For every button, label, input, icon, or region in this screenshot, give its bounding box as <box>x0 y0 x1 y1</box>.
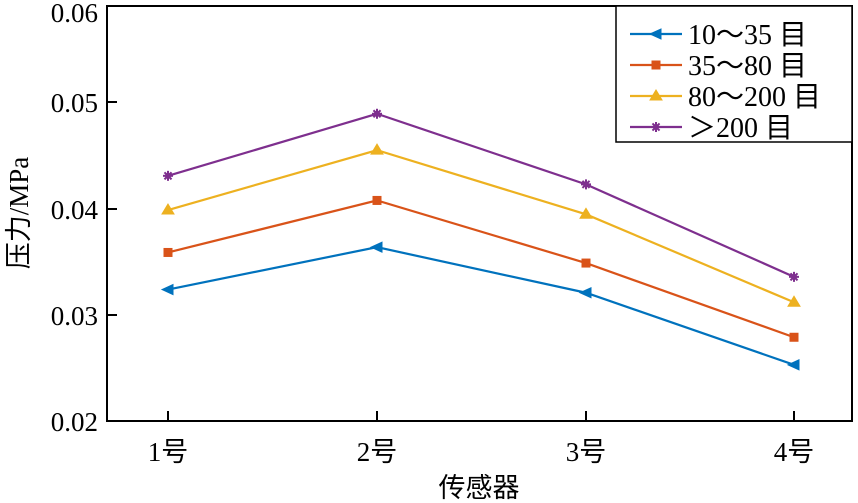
data-point <box>160 283 174 296</box>
data-point <box>578 286 592 299</box>
legend-label: 35～80 目 <box>688 51 807 82</box>
data-point <box>372 108 382 119</box>
series-3 <box>161 143 801 307</box>
plot-frame <box>106 5 853 422</box>
data-point <box>581 258 591 268</box>
x-tick-label: 3号 <box>566 437 607 467</box>
legend-box <box>615 5 853 143</box>
data-point <box>789 332 799 342</box>
legend-item: 10～35 目 <box>630 20 807 51</box>
series-2 <box>163 195 799 342</box>
data-point <box>648 28 662 40</box>
legend-item: 35～80 目 <box>630 51 807 82</box>
series-4 <box>163 108 799 282</box>
legend-label: 10～35 目 <box>688 20 807 51</box>
legend-item: 80～200 目 <box>630 82 821 113</box>
x-tick-label: 4号 <box>774 437 815 467</box>
y-tick-label: 0.03 <box>51 301 98 331</box>
data-point <box>651 122 661 132</box>
legend-item: ＞200 目 <box>630 113 793 144</box>
series-line <box>167 246 795 366</box>
data-point <box>369 241 383 253</box>
x-tick-label: 1号 <box>148 437 189 467</box>
data-point <box>787 295 801 307</box>
series-line <box>167 149 795 304</box>
y-axis-label: 压力/MPa <box>4 157 34 270</box>
y-tick-label: 0.02 <box>51 407 98 437</box>
x-tick-label: 2号 <box>357 437 398 467</box>
series-line <box>167 199 795 339</box>
y-tick-label: 0.05 <box>51 88 98 118</box>
data-point <box>163 247 173 257</box>
data-point <box>579 207 593 219</box>
data-point <box>581 179 591 190</box>
data-point <box>786 359 800 371</box>
data-point <box>370 143 384 155</box>
data-point <box>789 271 799 282</box>
data-point <box>372 195 382 205</box>
data-point <box>651 60 661 70</box>
x-axis-label: 传感器 <box>439 473 520 503</box>
legend: 10～35 目35～80 目80～200 目＞200 目 <box>615 5 853 144</box>
data-point <box>163 170 173 181</box>
data-point <box>649 89 663 101</box>
legend-label: 80～200 目 <box>688 82 821 113</box>
y-tick-label: 0.04 <box>51 195 99 225</box>
series-line <box>167 112 795 278</box>
legend-label: ＞200 目 <box>688 113 793 144</box>
series-1 <box>160 241 800 371</box>
data-point <box>161 203 175 215</box>
y-tick-label: 0.06 <box>51 0 98 28</box>
